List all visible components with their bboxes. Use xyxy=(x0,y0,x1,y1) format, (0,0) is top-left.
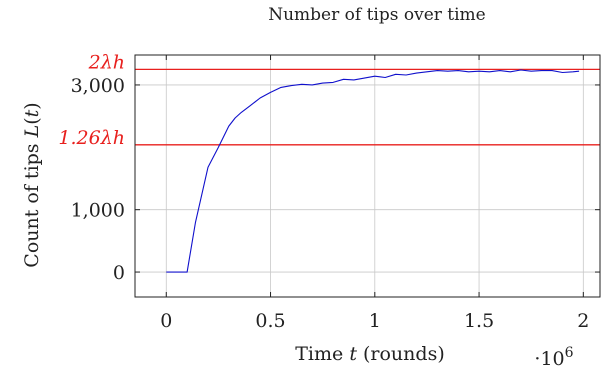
series-line xyxy=(166,69,580,273)
reference-line-label: 1.26λh xyxy=(58,127,125,149)
x-tick-label: 0.5 xyxy=(255,310,285,332)
reference-lines xyxy=(135,68,600,146)
x-axis-ticks: 0 0.5 1 1.5 2 xyxy=(160,55,589,332)
series-layer xyxy=(166,69,580,273)
x-tick-label: 2 xyxy=(577,310,589,332)
grid xyxy=(135,55,600,297)
y-tick-label: 0 xyxy=(113,262,125,284)
y-tick-label: 3,000 xyxy=(71,75,125,97)
y-tick-label: 1,000 xyxy=(71,200,125,222)
reference-line-labels: 2λh 1.26λh xyxy=(58,51,125,148)
reference-line-label: 2λh xyxy=(88,51,125,73)
x-axis-label: Time t (rounds) xyxy=(295,343,444,365)
plot-frame xyxy=(134,54,601,298)
y-axis-label: Count of tips L(t) xyxy=(21,102,43,267)
chart-title: Number of tips over time xyxy=(268,5,486,25)
x-tick-label: 1.5 xyxy=(464,310,494,332)
x-axis-multiplier: ·106 xyxy=(534,345,573,370)
x-tick-label: 0 xyxy=(160,310,172,332)
y-axis-ticks: 0 1,000 3,000 xyxy=(71,75,600,284)
x-tick-label: 1 xyxy=(369,310,381,332)
